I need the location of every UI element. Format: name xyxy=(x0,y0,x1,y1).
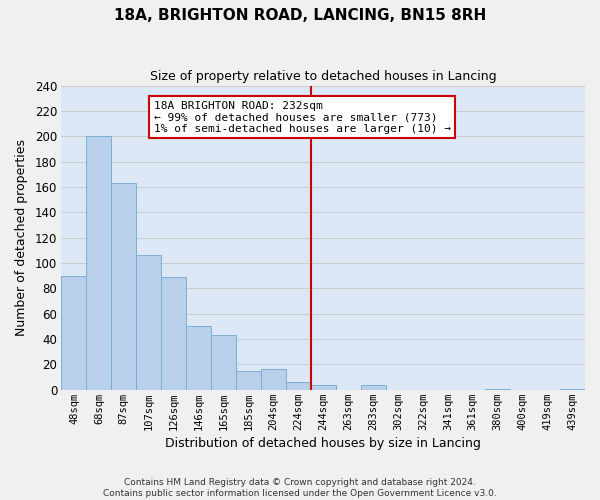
Bar xyxy=(560,388,585,390)
Bar xyxy=(136,256,161,390)
Title: Size of property relative to detached houses in Lancing: Size of property relative to detached ho… xyxy=(150,70,497,83)
Text: 18A, BRIGHTON ROAD, LANCING, BN15 8RH: 18A, BRIGHTON ROAD, LANCING, BN15 8RH xyxy=(114,8,486,22)
Bar xyxy=(311,384,336,390)
X-axis label: Distribution of detached houses by size in Lancing: Distribution of detached houses by size … xyxy=(166,437,481,450)
Text: 18A BRIGHTON ROAD: 232sqm
← 99% of detached houses are smaller (773)
1% of semi-: 18A BRIGHTON ROAD: 232sqm ← 99% of detac… xyxy=(154,101,451,134)
Bar xyxy=(161,277,186,390)
Bar xyxy=(261,370,286,390)
Text: Contains HM Land Registry data © Crown copyright and database right 2024.
Contai: Contains HM Land Registry data © Crown c… xyxy=(103,478,497,498)
Bar xyxy=(236,371,261,390)
Bar xyxy=(485,388,510,390)
Bar xyxy=(286,382,311,390)
Bar xyxy=(186,326,211,390)
Bar xyxy=(112,183,136,390)
Bar xyxy=(361,384,386,390)
Bar xyxy=(211,336,236,390)
Y-axis label: Number of detached properties: Number of detached properties xyxy=(15,139,28,336)
Bar xyxy=(86,136,112,390)
Bar xyxy=(61,276,86,390)
